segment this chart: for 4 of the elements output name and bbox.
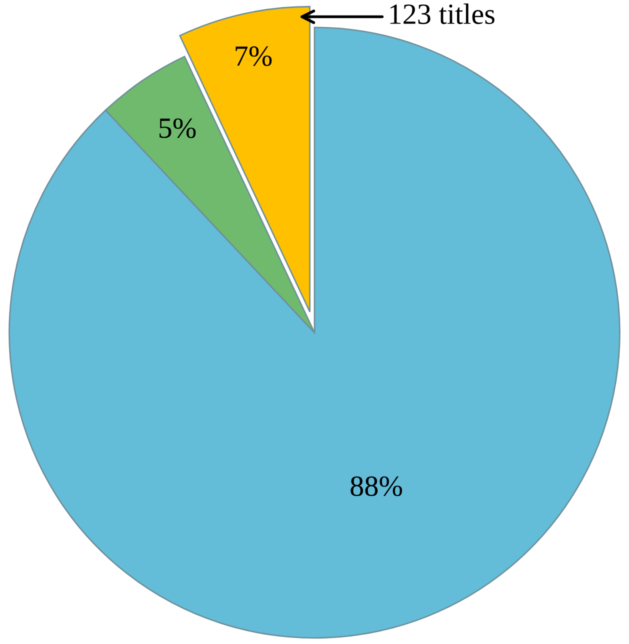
data-label: 88%	[350, 476, 402, 496]
data-label: 5%	[160, 118, 196, 138]
data-label: 7%	[236, 46, 272, 66]
text: 123 titles	[390, 4, 494, 24]
